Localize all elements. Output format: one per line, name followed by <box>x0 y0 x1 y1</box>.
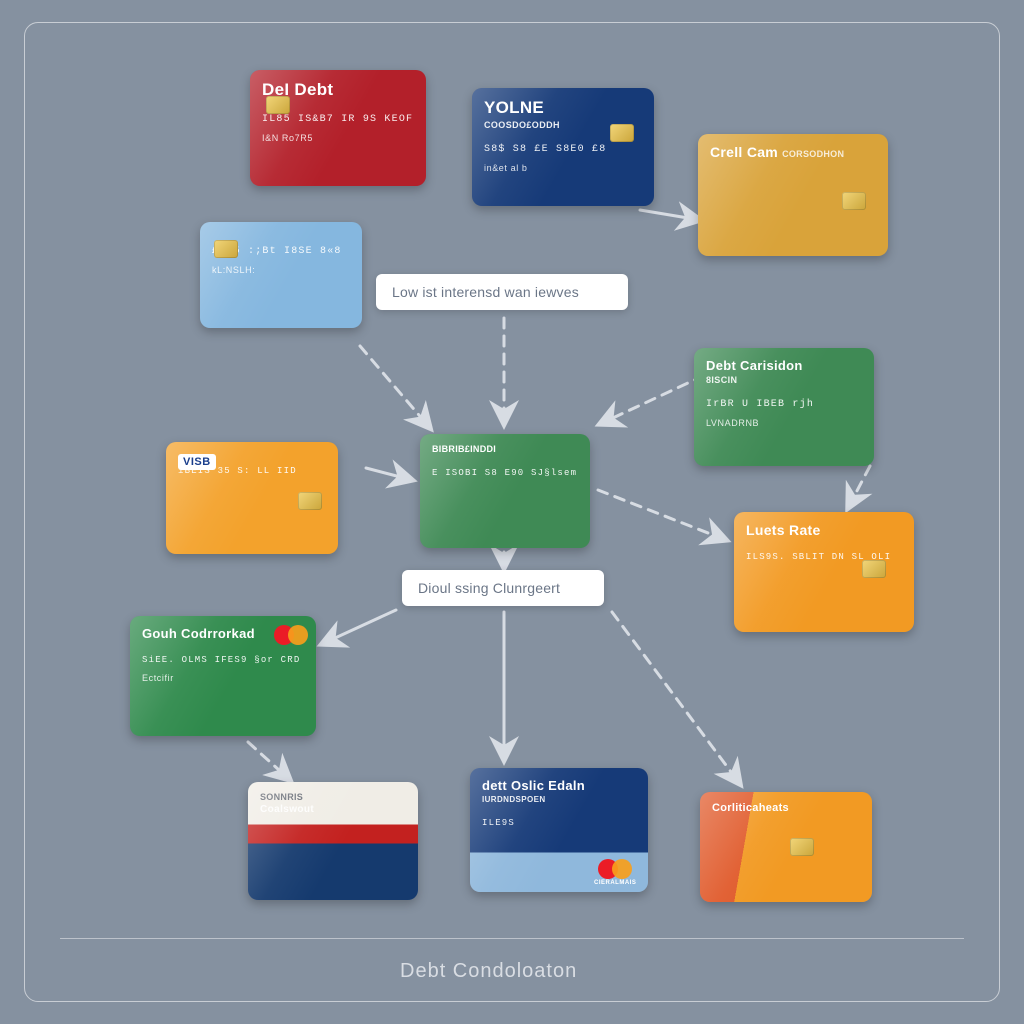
card-navy-number: S8$ S8 £E S8E0 £8 <box>484 144 642 155</box>
card-white-bl-sub: Coalswout <box>260 804 406 815</box>
card-white-bl-title: SONNRIS <box>260 792 406 802</box>
card-orange-br: Corliticaheats <box>700 792 872 902</box>
card-green-r: Debt Carisidon 8ISCIN IrBR U IBEB rjh LVNAD… <box>694 348 874 466</box>
footer-title: Debt Condoloaton <box>400 960 577 983</box>
label-top: Low ist interensd wan iewves <box>376 274 628 310</box>
card-blue-b-sub: IURDNDSPOEN <box>482 795 636 804</box>
footer-rule <box>60 938 964 939</box>
card-blue-b-mastercard-icon <box>598 858 632 880</box>
card-orange-r-title: Luets Rate <box>746 522 902 538</box>
card-orange-r: Luets RateILS9S. SBLIT DN SL OLI <box>734 512 914 632</box>
card-green-bl-mastercard-icon <box>274 624 308 646</box>
card-navy-chip-icon <box>610 124 634 142</box>
card-bluelite-foot: kL:NSLH: <box>212 265 350 275</box>
card-bluelite: £IE5 :;Bt I8SE 8«8kL:NSLH: <box>200 222 362 328</box>
card-navy: YOLNECOOSDO£ODDHS8$ S8 £E S8E0 £8in&et a… <box>472 88 654 206</box>
card-green-r-sub: 8ISCIN <box>706 375 862 385</box>
card-center: BIBRIB£INDDI E ISOBI S8 E90 SJ§lsem <box>420 434 590 548</box>
card-bluelite-chip-icon <box>214 240 238 258</box>
card-orange-r-chip-icon <box>862 560 886 578</box>
card-orange-l-brand: VISB <box>178 454 216 470</box>
card-blue-b-mastercard-label: CIERALMAIS <box>594 880 636 886</box>
card-navy-foot: in&et al b <box>484 163 642 173</box>
card-orange-br-title: Corliticaheats <box>712 802 860 814</box>
card-green-bl-foot: Ectcifir <box>142 673 304 683</box>
card-red-chip-icon <box>266 96 290 114</box>
label-bottom: Dioul ssing Clunrgeert <box>402 570 604 606</box>
card-white-bl: SONNRIS Coalswout <box>248 782 418 900</box>
card-red-number: IL85 IS&B7 IR 9S KEOF <box>262 114 414 125</box>
card-navy-title: YOLNE <box>484 98 642 118</box>
card-green-r-foot: LVNADRNB <box>706 418 862 428</box>
card-center-title: BIBRIB£INDDI <box>432 444 578 454</box>
card-green-bl-number: SiEE. OLMS IFES9 §or CRD <box>142 655 304 665</box>
card-blue-b-title: dett Oslic Edaln <box>482 778 636 793</box>
card-orange-l-chip-icon <box>298 492 322 510</box>
card-gold-tr-chip-icon <box>842 192 866 210</box>
card-green-r-number: IrBR U IBEB rjh <box>706 399 862 410</box>
card-orange-br-chip-icon <box>790 838 814 856</box>
card-red-foot: I&N Ro7R5 <box>262 133 414 143</box>
card-gold-tr-title: Crell CamCORSODHON <box>710 144 876 160</box>
card-center-number: E ISOBI S8 E90 SJ§lsem <box>432 468 578 478</box>
card-red: DeI DebtIL85 IS&B7 IR 9S KEOFI&N Ro7R5 <box>250 70 426 186</box>
card-blue-b-number: ILE9S <box>482 818 636 828</box>
card-green-r-title: Debt Carisidon <box>706 358 862 373</box>
